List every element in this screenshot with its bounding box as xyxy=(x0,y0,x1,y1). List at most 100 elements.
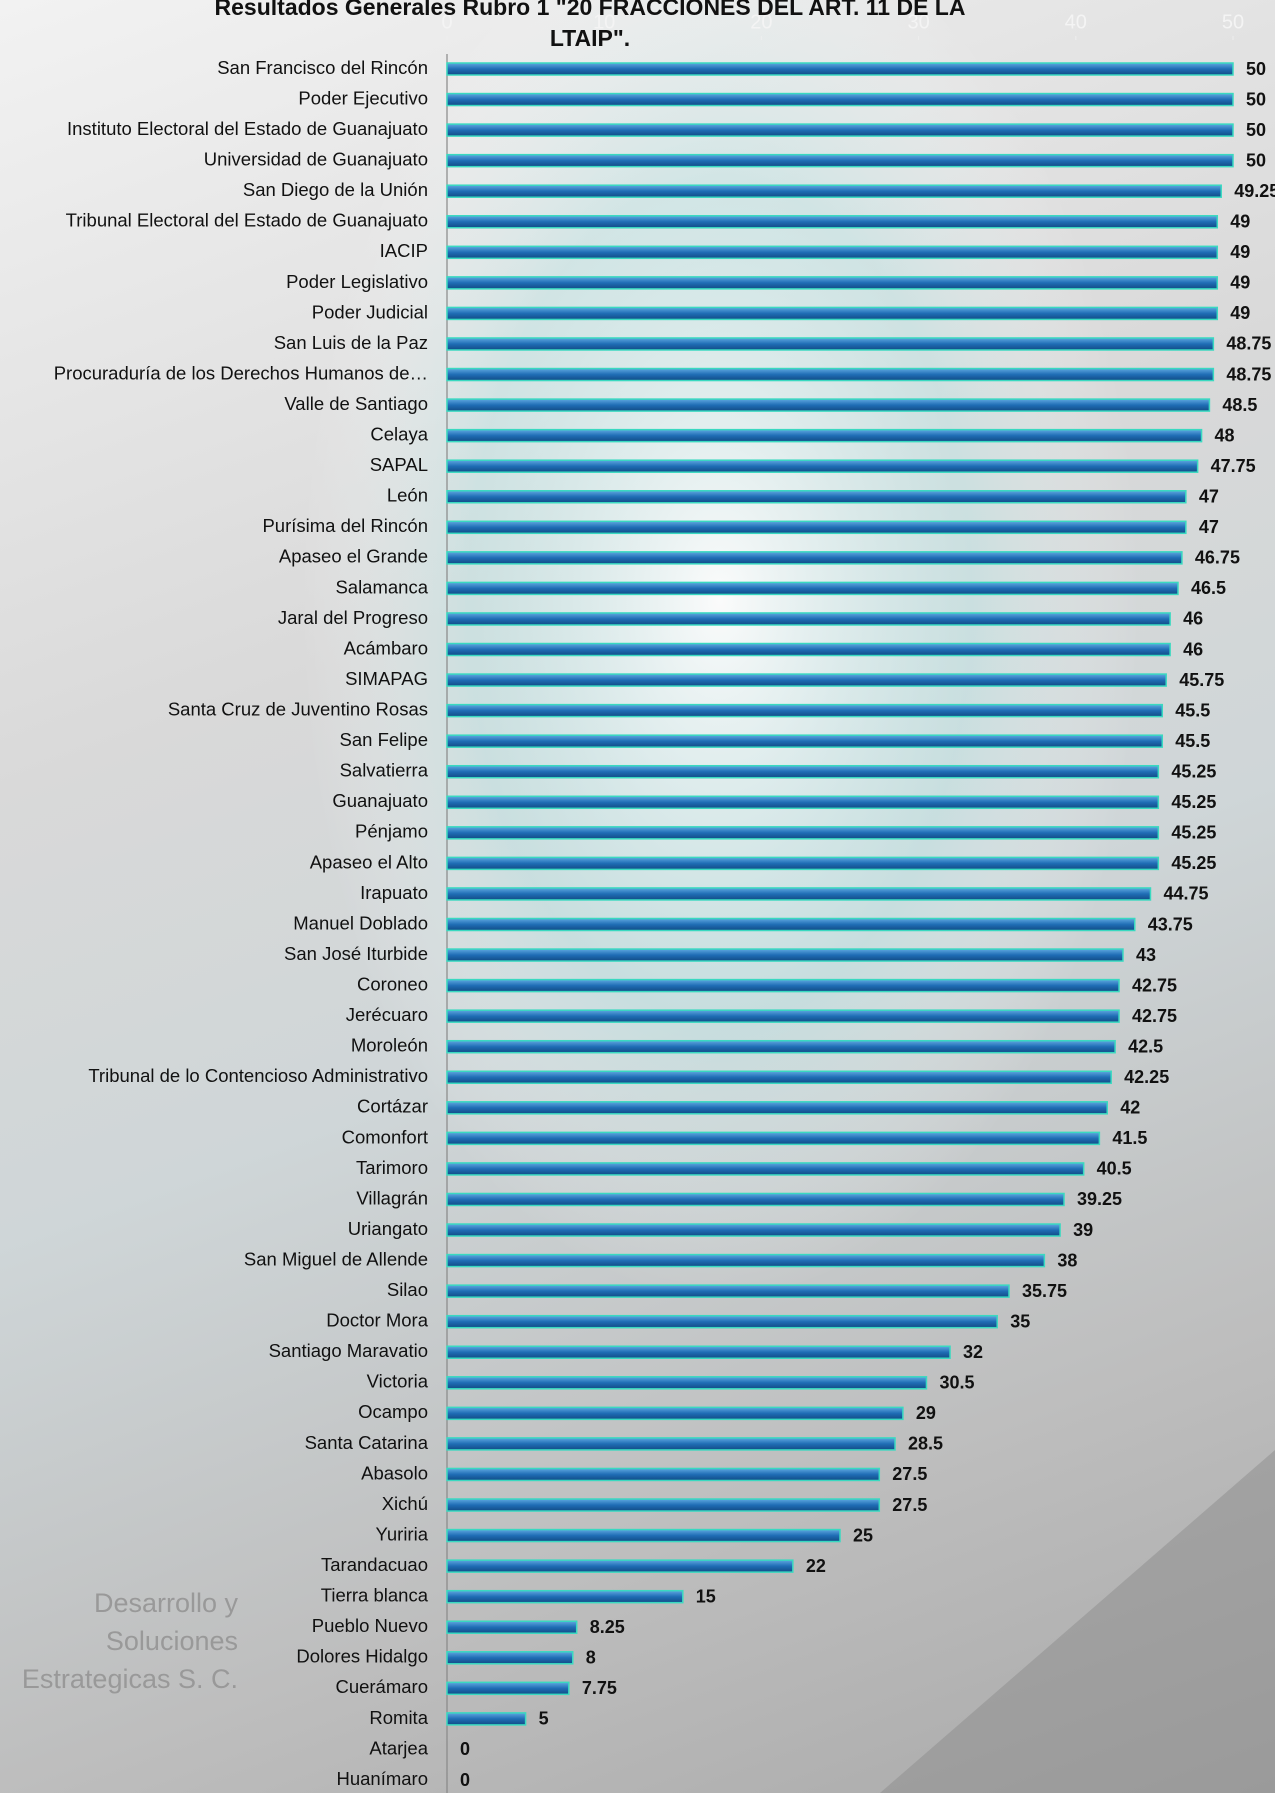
value-label: 45.25 xyxy=(1171,792,1216,812)
y-tick-label: Celaya xyxy=(370,424,428,445)
value-label: 46 xyxy=(1183,609,1203,629)
bar xyxy=(446,1345,951,1359)
value-label: 45.5 xyxy=(1175,731,1210,751)
bar xyxy=(446,1009,1120,1023)
bar xyxy=(446,520,1187,535)
y-tick-label: Xichú xyxy=(382,1493,428,1514)
bar xyxy=(446,459,1199,473)
y-tick-label: Coroneo xyxy=(357,973,428,994)
bar xyxy=(446,367,1215,382)
y-tick-label: Valle de Santiago xyxy=(284,393,428,414)
value-label: 8.25 xyxy=(590,1617,625,1637)
y-tick-label: Silao xyxy=(387,1279,428,1300)
value-label: 43 xyxy=(1136,945,1156,965)
y-tick-label: Santiago Maravatio xyxy=(269,1340,428,1361)
y-tick-label: Procuraduría de los Derechos Humanos de… xyxy=(54,362,428,383)
bar xyxy=(446,1284,1010,1298)
bar xyxy=(446,581,1179,596)
y-tick-label: Tierra blanca xyxy=(321,1585,429,1606)
bar xyxy=(446,887,1152,901)
x-tick-label: 50 xyxy=(1222,11,1244,33)
bar xyxy=(446,1376,928,1390)
y-tick-label: Salamanca xyxy=(335,576,428,597)
value-label: 47.75 xyxy=(1211,456,1256,476)
bar xyxy=(446,62,1234,76)
value-label: 40.5 xyxy=(1097,1159,1132,1179)
y-tick-label: Instituto Electoral del Estado de Guanaj… xyxy=(67,118,428,139)
y-tick-label: Ocampo xyxy=(358,1401,428,1422)
bar xyxy=(446,1131,1101,1146)
value-label: 45.25 xyxy=(1171,823,1216,843)
value-label: 50 xyxy=(1246,150,1266,170)
bar xyxy=(446,1192,1065,1207)
y-tick-label: Guanajuato xyxy=(332,790,428,811)
y-tick-label: SAPAL xyxy=(370,454,428,475)
bar xyxy=(446,1314,998,1329)
value-label: 29 xyxy=(916,1403,936,1423)
value-label: 47 xyxy=(1199,517,1219,537)
y-tick-label: Santa Cruz de Juventino Rosas xyxy=(168,699,428,720)
bar xyxy=(446,1498,881,1512)
value-label: 49 xyxy=(1230,212,1250,232)
value-label: 50 xyxy=(1246,89,1266,109)
watermark-text: Soluciones xyxy=(106,1626,238,1656)
y-tick-label: Tribunal Electoral del Estado de Guanaju… xyxy=(66,210,428,231)
y-tick-label: Pueblo Nuevo xyxy=(312,1615,428,1636)
bar xyxy=(446,398,1211,412)
bar xyxy=(446,92,1234,107)
value-label: 38 xyxy=(1057,1250,1077,1270)
bar xyxy=(446,917,1136,932)
value-label: 45.75 xyxy=(1179,670,1224,690)
bar xyxy=(446,826,1160,840)
value-label: 45.25 xyxy=(1171,853,1216,873)
value-label: 7.75 xyxy=(582,1678,617,1698)
y-tick-label: San Luis de la Paz xyxy=(274,332,428,353)
y-tick-label: San Francisco del Rincón xyxy=(217,57,428,78)
value-label: 45.5 xyxy=(1175,700,1210,720)
background-shape xyxy=(880,1450,1275,1793)
value-label: 0 xyxy=(460,1739,470,1759)
y-tick-label: Poder Legislativo xyxy=(286,271,428,292)
y-tick-label: Apaseo el Alto xyxy=(310,851,428,872)
value-label: 44.75 xyxy=(1163,884,1208,904)
value-label: 48.75 xyxy=(1226,364,1271,384)
bar xyxy=(446,306,1219,321)
bar xyxy=(446,1039,1116,1054)
value-label: 48.5 xyxy=(1222,395,1257,415)
y-tick-label: Poder Judicial xyxy=(312,301,428,322)
y-tick-label: Villagrán xyxy=(356,1187,428,1208)
y-tick-label: San Miguel de Allende xyxy=(244,1248,428,1269)
bar xyxy=(446,337,1215,351)
y-tick-label: Doctor Mora xyxy=(326,1310,428,1331)
value-label: 46.5 xyxy=(1191,578,1226,598)
value-label: 27.5 xyxy=(892,1495,927,1515)
value-label: 48 xyxy=(1215,425,1235,445)
value-label: 48.75 xyxy=(1226,334,1271,354)
y-tick-label: SIMAPAG xyxy=(345,668,428,689)
x-tick-label: 20 xyxy=(750,11,772,33)
bar xyxy=(446,1467,881,1482)
value-label: 41.5 xyxy=(1112,1128,1147,1148)
bar xyxy=(446,1101,1108,1115)
y-tick-label: Comonfort xyxy=(342,1126,428,1147)
bar xyxy=(446,703,1164,718)
value-label: 30.5 xyxy=(939,1373,974,1393)
value-label: 49 xyxy=(1230,273,1250,293)
value-label: 32 xyxy=(963,1342,983,1362)
value-label: 25 xyxy=(853,1525,873,1545)
y-tick-label: Poder Ejecutivo xyxy=(298,87,428,108)
value-label: 0 xyxy=(460,1770,470,1790)
bar xyxy=(446,948,1124,962)
bar xyxy=(446,734,1164,748)
bar xyxy=(446,1681,570,1696)
y-tick-label: Purísima del Rincón xyxy=(262,515,428,536)
y-tick-label: Tarimoro xyxy=(356,1157,428,1178)
bar xyxy=(446,1437,896,1451)
bar xyxy=(446,673,1167,687)
watermark-text: Estrategicas S. C. xyxy=(22,1664,238,1694)
bar xyxy=(446,1162,1085,1176)
value-label: 46 xyxy=(1183,639,1203,659)
value-label: 47 xyxy=(1199,487,1219,507)
y-tick-label: Uriangato xyxy=(348,1218,428,1239)
